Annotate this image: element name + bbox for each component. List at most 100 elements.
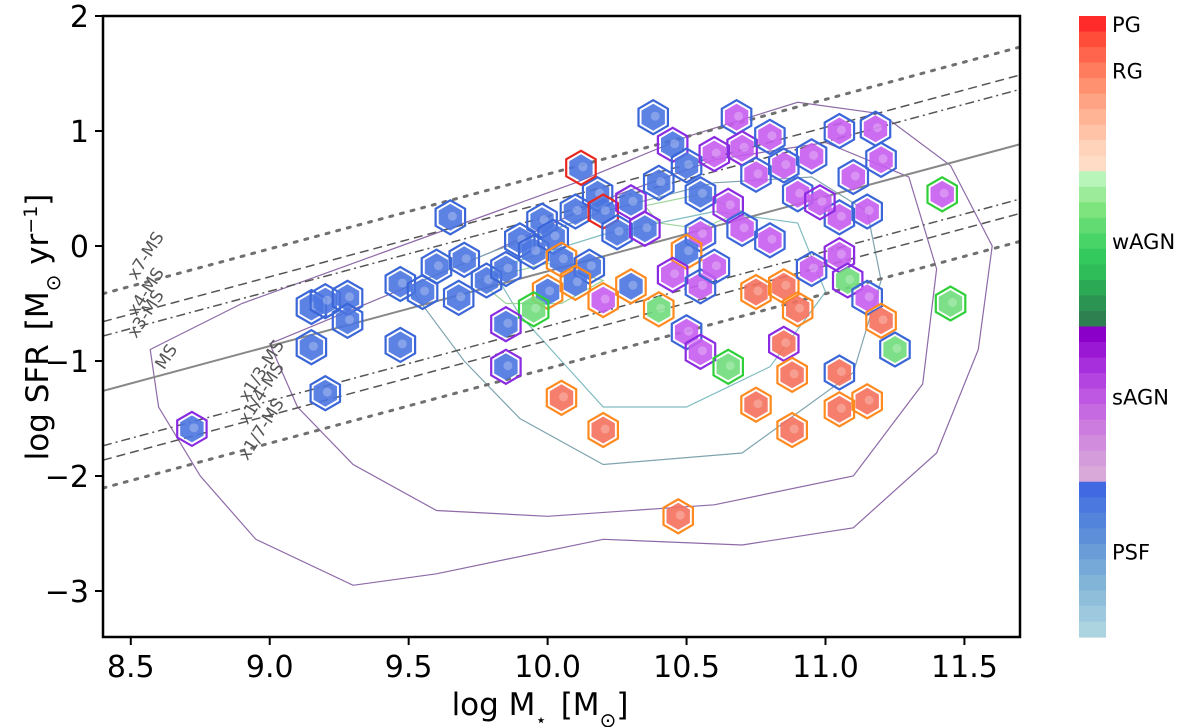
galaxy-fill	[494, 255, 518, 283]
galaxy-fill	[716, 192, 740, 220]
galaxy-edge	[804, 184, 836, 221]
galaxy-core	[539, 215, 549, 225]
galaxy-marker	[662, 498, 695, 535]
galaxy-fill	[730, 134, 754, 162]
galaxy-marker	[823, 112, 856, 150]
colorbar-segment	[1079, 186, 1106, 203]
galaxy-marker	[698, 248, 731, 285]
galaxy-core	[711, 148, 721, 158]
galaxy-fill	[535, 278, 560, 306]
colorbar-segment	[1079, 342, 1106, 359]
galaxy-core	[656, 303, 666, 313]
galaxy-core	[734, 111, 744, 121]
galaxy-core	[600, 294, 610, 304]
colorbar-segment	[1079, 62, 1106, 79]
galaxy-marker	[851, 279, 884, 317]
galaxy-edge	[517, 291, 550, 328]
galaxy-fill	[647, 169, 671, 197]
plot-border	[101, 14, 1022, 639]
galaxy-edge	[740, 386, 772, 423]
galaxy-edge	[331, 279, 364, 317]
galaxy-core	[684, 246, 694, 256]
galaxy-fill	[494, 353, 518, 381]
galaxy-marker	[712, 348, 745, 386]
galaxy-fill	[863, 115, 888, 143]
galaxy-marker	[823, 391, 856, 428]
galaxy-fill	[827, 117, 852, 145]
galaxy-edge	[865, 141, 897, 179]
galaxy-marker	[176, 410, 208, 448]
galaxy-core	[795, 188, 805, 198]
galaxy-fill	[591, 416, 615, 444]
ref-line-x1-7-ms	[103, 239, 1020, 490]
galaxy-core	[578, 162, 588, 172]
colorbar-segment	[1079, 109, 1106, 126]
galaxy-marker	[712, 187, 745, 225]
x-tick-label: 11.0	[792, 650, 859, 685]
galaxy-core	[670, 139, 680, 149]
galaxy-core	[600, 206, 610, 215]
galaxy-fill	[674, 152, 699, 179]
galaxy-core	[739, 223, 749, 233]
galaxy-core	[189, 423, 199, 433]
galaxy-fill	[744, 161, 768, 189]
galaxy-edge	[823, 391, 856, 428]
colorbar-segment	[1079, 404, 1106, 421]
colorbar-labels: PG RG wAGN sAGN PSF	[1112, 13, 1175, 565]
galaxy-core	[711, 261, 721, 271]
y-tick-label: −1	[45, 345, 89, 380]
density-contour	[491, 210, 827, 408]
galaxy-edge	[851, 279, 884, 317]
colorbar-segment	[1079, 295, 1106, 312]
galaxy-marker	[684, 176, 717, 213]
galaxy-fill	[786, 180, 810, 208]
galaxy-core	[892, 344, 902, 353]
galaxy-marker	[309, 282, 342, 320]
galaxy-marker	[851, 383, 884, 420]
galaxy-fill	[780, 361, 804, 389]
galaxy-marker	[331, 279, 364, 317]
colorbar-segment	[1079, 93, 1106, 110]
galaxy-marker	[573, 248, 606, 285]
galaxy-fill	[688, 180, 713, 208]
colorbar-segment	[1079, 31, 1106, 48]
galaxy-edge	[637, 98, 670, 136]
galaxy-edge	[684, 176, 717, 213]
galaxy-edge	[670, 233, 703, 271]
colorbar-label: PSF	[1112, 541, 1150, 565]
colorbar-label: wAGN	[1112, 230, 1175, 254]
galaxy-core	[545, 286, 555, 296]
galaxy-edge	[420, 248, 453, 285]
galaxy-core	[397, 339, 407, 349]
galaxy-fill	[522, 295, 546, 323]
galaxy-marker	[720, 98, 753, 136]
galaxy-marker	[490, 348, 522, 386]
galaxy-marker	[740, 386, 772, 423]
galaxy-fill	[447, 284, 471, 312]
galaxy-marker	[295, 328, 328, 366]
galaxy-marker	[670, 233, 703, 271]
galaxy-edge	[726, 210, 758, 248]
galaxy-core	[531, 303, 541, 313]
galaxy-fill	[772, 330, 796, 358]
galaxy-core	[697, 229, 707, 238]
ref-line-x1-4-ms	[103, 212, 1020, 461]
galaxy-core	[864, 206, 874, 215]
galaxy-core	[642, 223, 652, 233]
galaxy-marker	[781, 176, 814, 213]
galaxy-edge	[781, 291, 814, 328]
galaxy-core	[308, 341, 318, 351]
galaxy-marker	[384, 265, 417, 303]
y-tick-label: 1	[70, 115, 89, 150]
galaxy-core	[697, 280, 707, 290]
galaxy-core	[503, 318, 513, 328]
galaxy-marker	[726, 210, 758, 248]
galaxy-fill	[438, 203, 462, 231]
galaxy-marker	[851, 193, 884, 230]
galaxy-fill	[855, 198, 879, 225]
colorbar-segment	[1079, 466, 1106, 483]
galaxy-core	[503, 361, 513, 371]
galaxy-core	[559, 392, 568, 402]
colorbar-segment	[1079, 419, 1106, 436]
galaxy-fill	[855, 387, 879, 415]
